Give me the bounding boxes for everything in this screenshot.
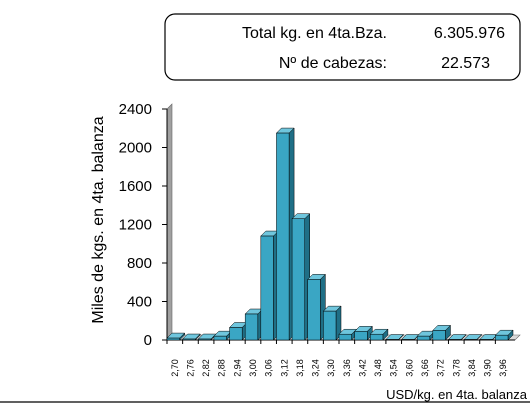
y-axis-label: Miles de kgs. en 4ta. balanza xyxy=(90,116,107,323)
bar xyxy=(308,279,321,340)
bar xyxy=(339,334,352,340)
bar xyxy=(183,339,196,340)
x-tick-label: 3,72 xyxy=(436,359,446,377)
x-tick-label: 2,70 xyxy=(170,359,180,377)
x-tick-label: 3,24 xyxy=(311,359,321,377)
x-tick-label: 3,42 xyxy=(357,359,367,377)
x-tick-label: 2,88 xyxy=(217,359,227,377)
y-tick-label: 1200 xyxy=(119,217,152,234)
bar xyxy=(433,330,446,340)
x-tick-label: 3,96 xyxy=(498,359,508,377)
bar xyxy=(417,336,430,340)
summary-label: Total kg. en 4ta.Bza. xyxy=(242,25,387,42)
bar xyxy=(198,339,211,340)
x-tick-label: 3,30 xyxy=(326,359,336,377)
x-axis-label: USD/kg. en 4ta. balanza xyxy=(386,387,528,402)
x-tick-label: 3,90 xyxy=(483,359,493,377)
summary-value: 6.305.976 xyxy=(434,25,505,42)
y-tick-label: 0 xyxy=(144,332,152,349)
bar xyxy=(355,331,368,340)
bar xyxy=(292,219,305,340)
x-tick-label: 2,94 xyxy=(232,359,242,377)
x-tick-label: 3,18 xyxy=(295,359,305,377)
bar xyxy=(276,133,289,340)
x-tick-label: 3,60 xyxy=(404,359,414,377)
bar xyxy=(230,327,243,340)
bar xyxy=(167,338,180,340)
bar xyxy=(261,236,274,340)
y-tick-label: 2000 xyxy=(119,140,152,157)
x-tick-label: 2,82 xyxy=(201,359,211,377)
y-tick-label: 800 xyxy=(127,255,152,272)
x-tick-label: 3,84 xyxy=(467,359,477,377)
x-tick-label: 3,06 xyxy=(264,359,274,377)
y-tick-label: 1600 xyxy=(119,178,152,195)
x-tick-label: 3,54 xyxy=(389,359,399,377)
x-tick-label: 3,12 xyxy=(279,359,289,377)
y-tick-label: 400 xyxy=(127,294,152,311)
summary-label: Nº de cabezas: xyxy=(279,55,387,72)
x-tick-label: 3,00 xyxy=(248,359,258,377)
summary-value: 22.573 xyxy=(441,55,490,72)
bar xyxy=(214,336,227,340)
x-tick-label: 3,66 xyxy=(420,359,430,377)
y-tick-label: 2400 xyxy=(119,101,152,118)
side-wall xyxy=(167,104,172,340)
bar xyxy=(245,314,258,340)
bar xyxy=(370,334,383,340)
x-tick-label: 3,36 xyxy=(342,359,352,377)
x-tick-label: 3,48 xyxy=(373,359,383,377)
bar xyxy=(323,311,336,340)
x-tick-label: 3,78 xyxy=(451,359,461,377)
x-tick-label: 2,76 xyxy=(185,359,195,377)
bar xyxy=(495,335,508,340)
